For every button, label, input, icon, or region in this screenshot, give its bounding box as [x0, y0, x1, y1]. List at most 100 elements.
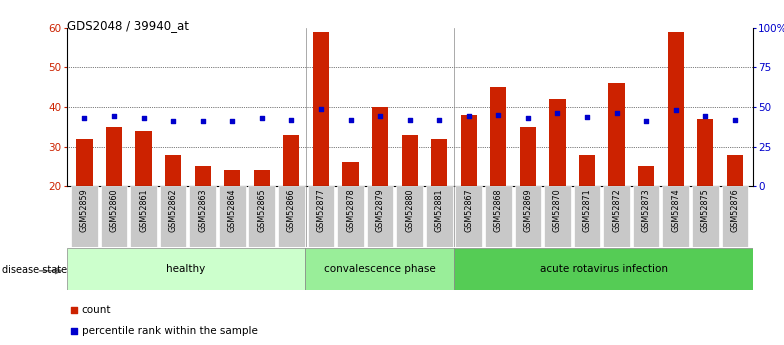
- Point: [137, 115, 150, 121]
- Point: [256, 115, 268, 121]
- Bar: [485, 186, 512, 247]
- Bar: [165, 155, 181, 186]
- Bar: [100, 186, 127, 247]
- Text: GSM52862: GSM52862: [169, 188, 178, 232]
- Text: GSM52867: GSM52867: [464, 188, 474, 232]
- Text: GSM52859: GSM52859: [80, 188, 89, 232]
- Bar: [550, 99, 565, 186]
- Bar: [313, 32, 329, 186]
- Point: [611, 110, 623, 116]
- Bar: [520, 127, 536, 186]
- Text: acute rotavirus infection: acute rotavirus infection: [539, 264, 667, 274]
- Bar: [67, 248, 305, 290]
- Bar: [721, 186, 748, 247]
- Text: GSM52868: GSM52868: [494, 188, 503, 231]
- Text: GSM52878: GSM52878: [346, 188, 355, 232]
- Point: [167, 118, 180, 124]
- Text: convalescence phase: convalescence phase: [324, 264, 436, 274]
- Bar: [633, 186, 659, 247]
- Bar: [574, 186, 601, 247]
- Text: GSM52869: GSM52869: [524, 188, 532, 232]
- Bar: [224, 170, 241, 186]
- Bar: [136, 131, 151, 186]
- Point: [285, 117, 298, 122]
- Bar: [160, 186, 187, 247]
- Text: GSM52871: GSM52871: [583, 188, 592, 232]
- Bar: [194, 166, 211, 186]
- Point: [433, 117, 445, 122]
- Bar: [190, 186, 216, 247]
- Bar: [431, 139, 448, 186]
- Bar: [544, 186, 571, 247]
- Text: GSM52866: GSM52866: [287, 188, 296, 231]
- Point: [360, 2, 372, 8]
- Text: GSM52860: GSM52860: [110, 188, 118, 231]
- Point: [374, 113, 387, 118]
- Bar: [76, 139, 93, 186]
- Text: GSM52876: GSM52876: [731, 188, 739, 232]
- Text: GSM52870: GSM52870: [553, 188, 562, 232]
- Bar: [426, 186, 452, 247]
- Point: [640, 118, 652, 124]
- Text: GSM52879: GSM52879: [376, 188, 385, 232]
- Bar: [130, 186, 157, 247]
- Point: [344, 118, 357, 123]
- Bar: [662, 186, 689, 247]
- Bar: [397, 186, 423, 247]
- Point: [581, 115, 593, 120]
- Bar: [579, 155, 595, 186]
- Bar: [337, 186, 364, 247]
- Point: [314, 107, 327, 112]
- Bar: [461, 115, 477, 186]
- Text: GSM52874: GSM52874: [671, 188, 681, 232]
- Point: [226, 118, 238, 124]
- Text: disease state: disease state: [2, 266, 67, 275]
- Text: GSM52863: GSM52863: [198, 188, 207, 231]
- Text: GDS2048 / 39940_at: GDS2048 / 39940_at: [67, 19, 189, 32]
- Point: [728, 117, 741, 122]
- Bar: [305, 248, 455, 290]
- Bar: [367, 186, 394, 247]
- Text: GSM52872: GSM52872: [612, 188, 621, 232]
- Bar: [692, 186, 719, 247]
- Point: [551, 110, 564, 116]
- Bar: [106, 127, 122, 186]
- Bar: [278, 186, 305, 247]
- Point: [463, 113, 475, 118]
- Bar: [604, 186, 630, 247]
- Text: healthy: healthy: [166, 264, 205, 274]
- Bar: [219, 186, 245, 247]
- Text: count: count: [82, 305, 111, 315]
- Point: [521, 115, 534, 121]
- Point: [196, 118, 209, 124]
- Bar: [307, 186, 334, 247]
- Bar: [283, 135, 299, 186]
- Bar: [608, 83, 625, 186]
- Point: [699, 113, 712, 118]
- Text: GSM52875: GSM52875: [701, 188, 710, 232]
- Text: percentile rank within the sample: percentile rank within the sample: [82, 326, 258, 336]
- Text: GSM52873: GSM52873: [641, 188, 651, 232]
- Bar: [490, 87, 506, 186]
- Bar: [455, 248, 753, 290]
- Text: GSM52880: GSM52880: [405, 188, 414, 231]
- Bar: [372, 107, 388, 186]
- Point: [403, 117, 416, 122]
- Point: [492, 112, 505, 118]
- Bar: [456, 186, 482, 247]
- Text: GSM52864: GSM52864: [227, 188, 237, 231]
- Text: GSM52877: GSM52877: [317, 188, 325, 232]
- Point: [670, 107, 682, 113]
- Bar: [249, 186, 275, 247]
- Point: [107, 114, 120, 119]
- Text: GSM52881: GSM52881: [434, 188, 444, 231]
- Bar: [638, 166, 655, 186]
- Point: [360, 195, 372, 201]
- Text: GSM52861: GSM52861: [139, 188, 148, 231]
- Bar: [343, 162, 358, 186]
- Bar: [401, 135, 418, 186]
- Bar: [727, 155, 743, 186]
- Text: GSM52865: GSM52865: [257, 188, 267, 232]
- Bar: [668, 32, 684, 186]
- Bar: [71, 186, 98, 247]
